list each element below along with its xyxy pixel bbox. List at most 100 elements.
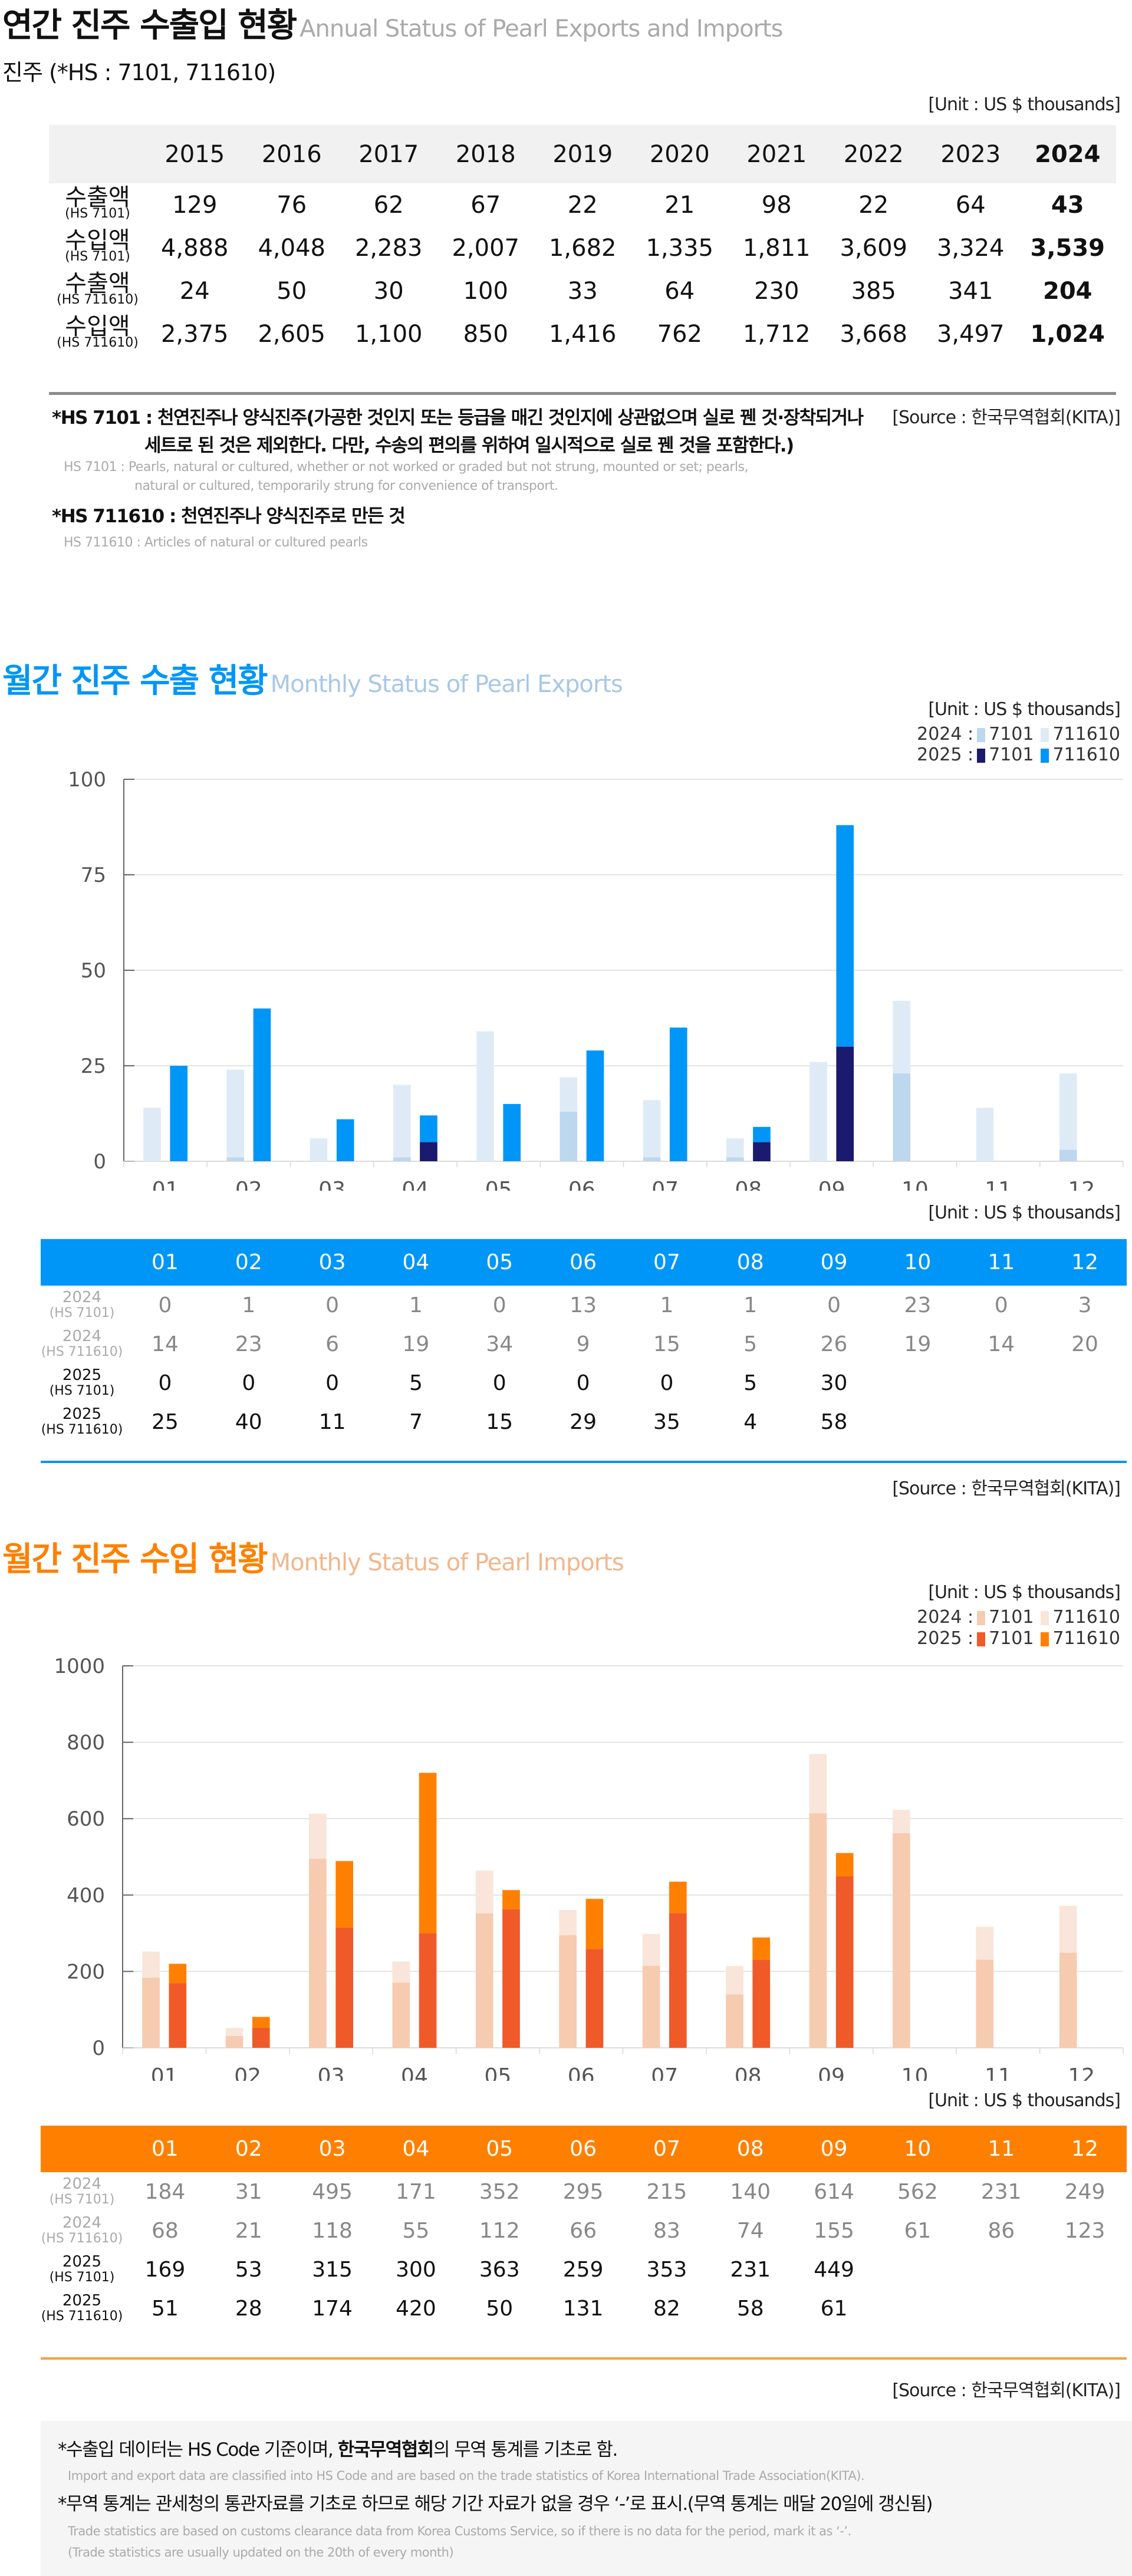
value-cell: 100 [463,277,508,305]
table-row: 2024 (HS 7101) 184 31 495 171 352 295 215 140 614 5… [41,2172,1127,2211]
y-tick-label: 0 [92,2037,105,2060]
imports-title: 월간 진주 수입 현황 Monthly Status of Pearl Impor… [2,1533,624,1580]
value-cell: 131 [562,2296,604,2321]
footer-note1-bold: 한국무역협회 [337,2439,435,2460]
value-cell: 43 [1051,191,1084,219]
value-cell: 1,682 [548,234,617,262]
row-label-code: (HS 7101) [65,206,130,221]
table-row: 2025 (HS 7101) 0 0 0 5 0 0 0 5 30 [41,1363,1127,1402]
value-cell: 3,668 [840,320,907,348]
footer-notes-box [41,2421,1132,2576]
value-cell: 25 [152,1409,179,1434]
footer-note2-en-2: (Trade statistics are usually updated on… [68,2545,454,2559]
value-cell: 22 [567,191,598,219]
value-cell: 295 [562,2179,604,2204]
value-cell: 19 [904,1332,932,1356]
value-cell: 169 [144,2257,186,2282]
value-cell: 449 [814,2257,854,2282]
bar-2024-7101 [225,2035,243,2048]
value-cell: 0 [158,1371,172,1395]
row-label: 수입액 (HS 7101) [49,226,146,269]
value-cell: 24 [179,277,210,305]
value-cell: 0 [576,1371,590,1395]
bar-2024-711610 [309,1813,327,1859]
value-cell: 3,324 [936,234,1005,262]
value-cell: 86 [988,2218,1015,2243]
value-cell [959,2250,1043,2289]
row-year: 2024 [62,1327,102,1345]
value-cell: 174 [312,2296,353,2321]
row-label-code: (HS 7101) [65,249,130,264]
bar-2024-711610 [310,1138,328,1161]
value-cell: 20 [1071,1332,1098,1356]
x-tick-label: 06 [568,1178,595,1191]
value-cell: 19 [402,1332,430,1356]
value-cell: 31 [235,2179,262,2204]
imports-chart: 0 200 400 600 800 1000 01 02 03 04 05 06 07 08 09 10 11 1… [54,1655,1124,2081]
x-tick-label: 11 [985,1178,1012,1191]
month-header: 03 [318,2137,346,2161]
exports-title-en: Monthly Status of Pearl Exports [270,671,623,698]
y-tick-label: 600 [67,1807,105,1831]
bar-2025-7101 [335,1927,354,2048]
bar-2024-711610 [143,1108,161,1161]
row-code: (HS 7101) [49,2270,115,2285]
value-cell: 850 [463,320,508,348]
row-year: 2024 [62,2175,102,2193]
note-hs7101-ko-2: 세트로 된 것은 제외한다. 다만, 수송의 편의를 위하여 일시적으로 실로 … [144,435,794,456]
year-header: 2022 [825,125,922,183]
bar-2024-7101 [1059,1149,1077,1161]
note-hs7101-en-1: HS 7101 : Pearls, natural or cultured, w… [64,460,748,475]
bar-2024-7101 [726,1157,744,1161]
legend-swatch-2024-711610 [1041,727,1049,742]
exports-title-ko: 월간 진주 수출 현황 [2,662,268,700]
row-label-code: (HS 711610) [57,335,139,350]
table-row: 2024 (HS 7101) 0 1 0 1 0 13 1 1 0 23 0 3 [41,1286,1127,1325]
x-tick-label: 02 [234,2064,261,2081]
row-code: (HS 711610) [41,1345,123,1359]
corner-cell [41,2126,123,2172]
value-cell: 53 [235,2257,262,2282]
x-tick-label: 07 [651,1178,679,1191]
value-cell: 300 [396,2257,436,2282]
bar-2025-711610 [586,1050,604,1161]
imports-unit: [Unit : US $ thousands] [928,1582,1121,1603]
bar-2024-711610 [809,1062,827,1161]
x-tick-label: 05 [484,2064,511,2081]
value-cell: 1,811 [742,234,811,262]
imports-header-row: 01 02 03 04 05 06 07 08 09 10 11 12 [41,2126,1127,2172]
bar-2025-711610 [502,1890,520,1909]
bar-2025-711610 [336,1119,354,1161]
legend-swatch-2025-7101 [977,748,986,763]
annual-title-en: Annual Status of Pearl Exports and Impor… [300,15,783,42]
bar-2024-7101 [392,1982,410,2048]
imports-title-ko: 월간 진주 수입 현황 [2,1540,268,1579]
imports-table: 01 02 03 04 05 06 07 08 09 10 11 12 2024 (HS 7101) 18… [41,2126,1127,2328]
footer-note1-pre: *수출입 데이터는 HS Code 기준이며, [58,2439,338,2460]
x-tick-label: 12 [1068,2064,1095,2081]
month-header: 03 [318,1250,346,1274]
value-cell: 83 [653,2218,680,2243]
value-cell: 2,283 [354,234,423,262]
bar-2025-711610 [669,1027,687,1161]
annual-subtitle: 진주 (*HS : 7101, 711610) [2,60,276,85]
annual-row: 수출액 (HS 7101) 129 76 62 67 22 21 98 22 64 43 [49,183,1116,226]
bar-2024-7101 [643,1157,661,1161]
value-cell: 4,048 [258,234,325,262]
x-tick-label: 10 [901,1178,929,1191]
bar-2025-711610 [585,1899,604,1949]
bar-2024-7101 [226,1157,245,1161]
row-code: (HS 711610) [41,2231,123,2246]
value-cell: 76 [277,191,307,219]
corner-cell [41,1239,123,1286]
x-tick-label: 06 [568,2064,595,2081]
exports-table-bottom-rule [41,1461,1127,1463]
annual-title: 연간 진주 수출입 현황 Annual Status of Pearl Expor… [2,0,784,47]
bar-2024-7101 [559,1935,577,2048]
row-label: 2025 (HS 711610) [41,2289,123,2328]
month-header: 10 [904,1250,932,1274]
bar-2024-711610 [560,1077,578,1112]
legend-label: 711610 [1052,724,1120,745]
value-cell: 3,609 [840,234,907,262]
bar-2024-711610 [559,1910,577,1935]
